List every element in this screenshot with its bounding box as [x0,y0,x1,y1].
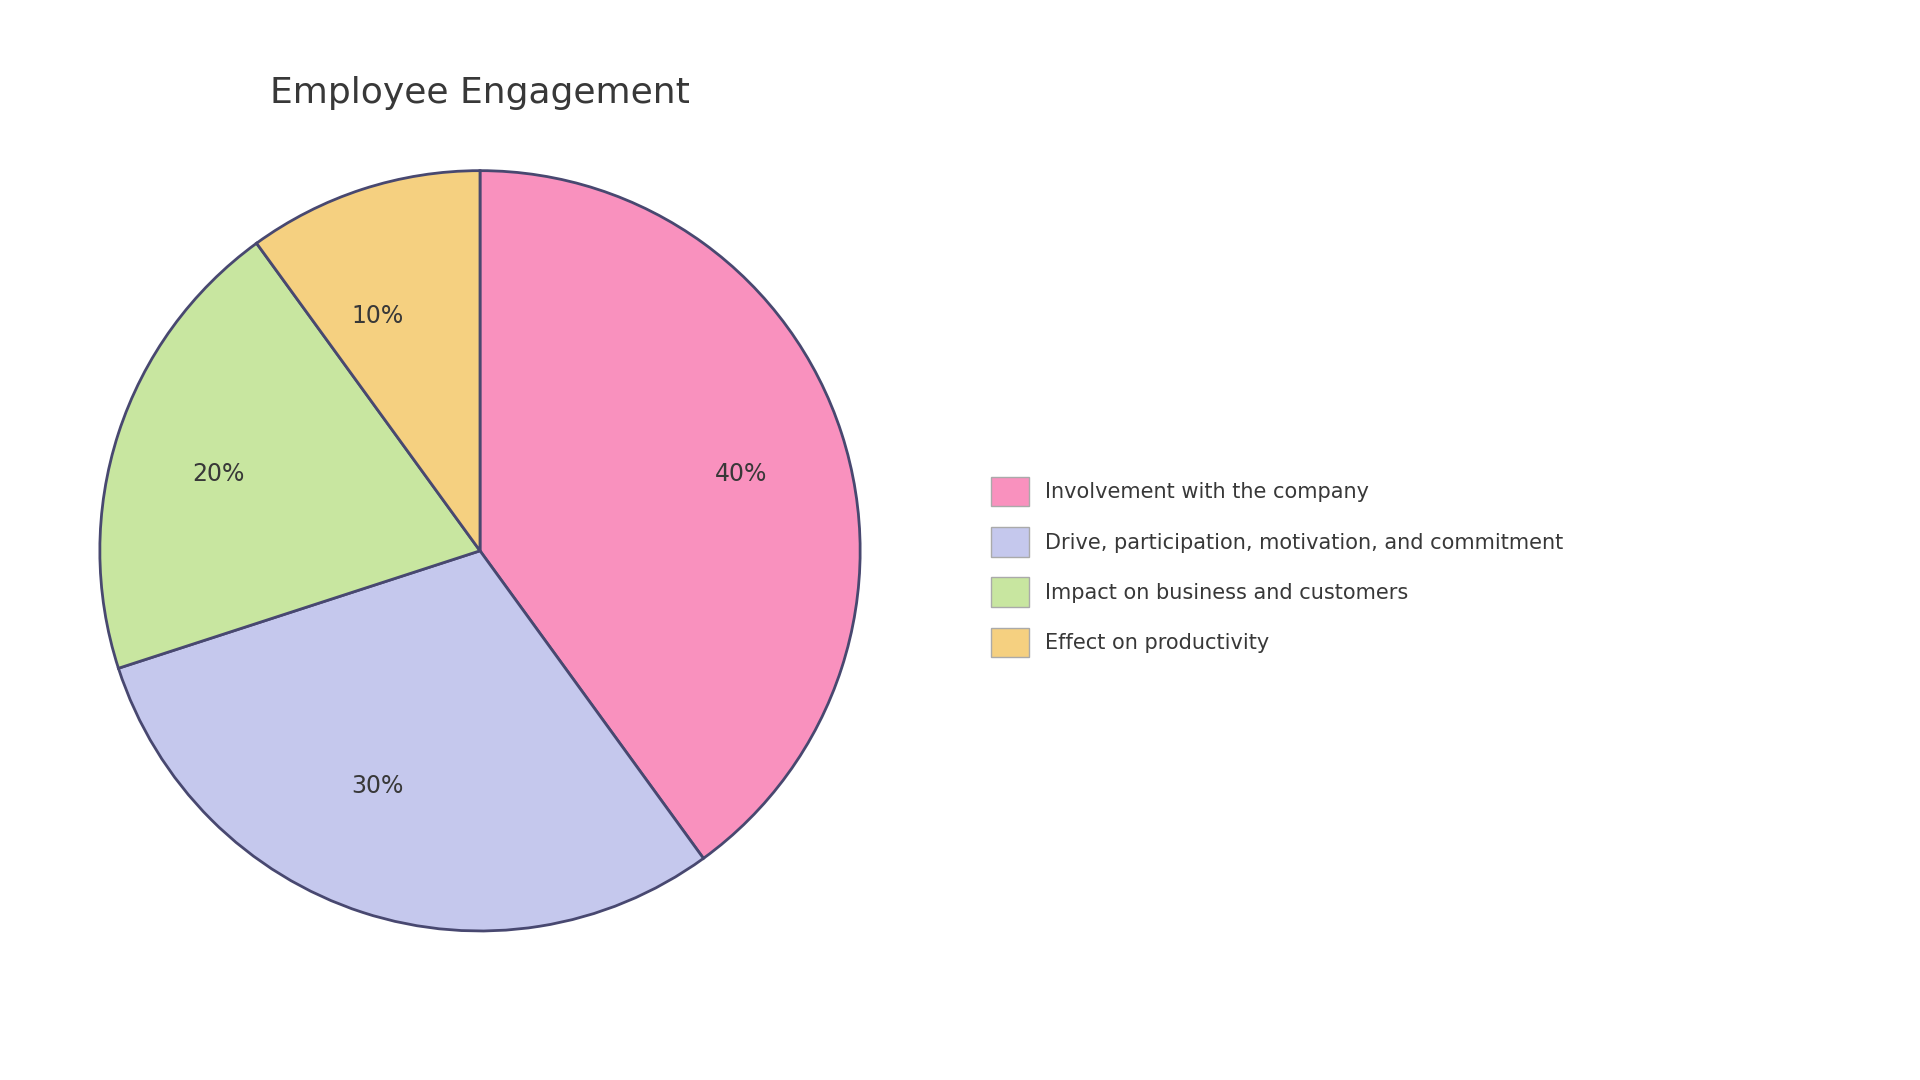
Wedge shape [100,243,480,669]
Text: 20%: 20% [192,462,246,486]
Wedge shape [119,551,703,931]
Text: Employee Engagement: Employee Engagement [271,76,689,109]
Text: 10%: 10% [351,303,403,328]
Wedge shape [480,171,860,859]
Text: 40%: 40% [714,462,768,486]
Legend: Involvement with the company, Drive, participation, motivation, and commitment, : Involvement with the company, Drive, par… [970,456,1584,678]
Wedge shape [257,171,480,551]
Text: 30%: 30% [351,773,403,798]
